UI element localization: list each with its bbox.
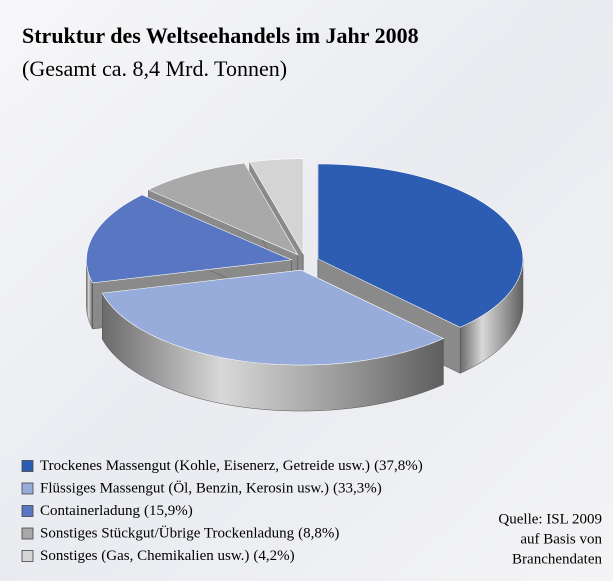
legend-value: (15,9%) [144,503,193,519]
source-line: Branchendaten [512,551,602,567]
legend-category: Sonstiges Stückgut/Übrige Trockenladung [40,525,295,542]
legend-swatch [21,527,34,540]
legend-value: (33,3%) [333,481,382,497]
source-line: auf Basis von [520,531,602,547]
pie [86,158,524,412]
slice [86,194,293,284]
legend-label: Sonstiges (Gas, Chemikalien usw.) (4,2%) [40,548,295,564]
slice [249,158,304,255]
legend-swatch [21,460,34,472]
legend-value: (8,8%) [298,526,339,542]
chart-subtitle: (Gesamt ca. 8,4 Mrd. Tonnen) [22,56,287,81]
legend-category: Sonstiges (Gas, Chemikalien usw.) [40,548,249,564]
source-line: Quelle: ISL 2009 [498,511,602,527]
legend-swatch [21,550,34,562]
legend-category: Containerladung [40,503,140,519]
source: Quelle: ISL 2009 auf Basis von Branchendat… [498,511,602,567]
legend: Trockenes Massengut (Kohle, Eisenerz, Ge… [21,458,423,564]
legend-label: Sonstiges Stückgut/Übrige Trockenladung(… [40,525,339,542]
legend-label: Trockenes Massengut (Kohle, Eisenerz, Ge… [40,458,423,474]
slice [147,162,299,256]
legend-category: Flüssiges Massengut (Öl, Benzin, Kerosin… [40,480,329,497]
legend-label: Containerladung (15,9%) [40,503,193,519]
chart-title: Struktur des Weltseehandels im Jahr 2008 [22,23,419,48]
legend-value: (4,2%) [253,548,294,564]
legend-category: Trockenes Massengut (Kohle, Eisenerz, Ge… [40,458,370,474]
slice [317,163,524,328]
legend-value: (37,8%) [374,458,423,474]
legend-label: Flüssiges Massengut (Öl, Benzin, Kerosin… [40,480,382,497]
legend-swatch [21,505,34,517]
legend-swatch [21,482,34,495]
slice [101,269,445,366]
